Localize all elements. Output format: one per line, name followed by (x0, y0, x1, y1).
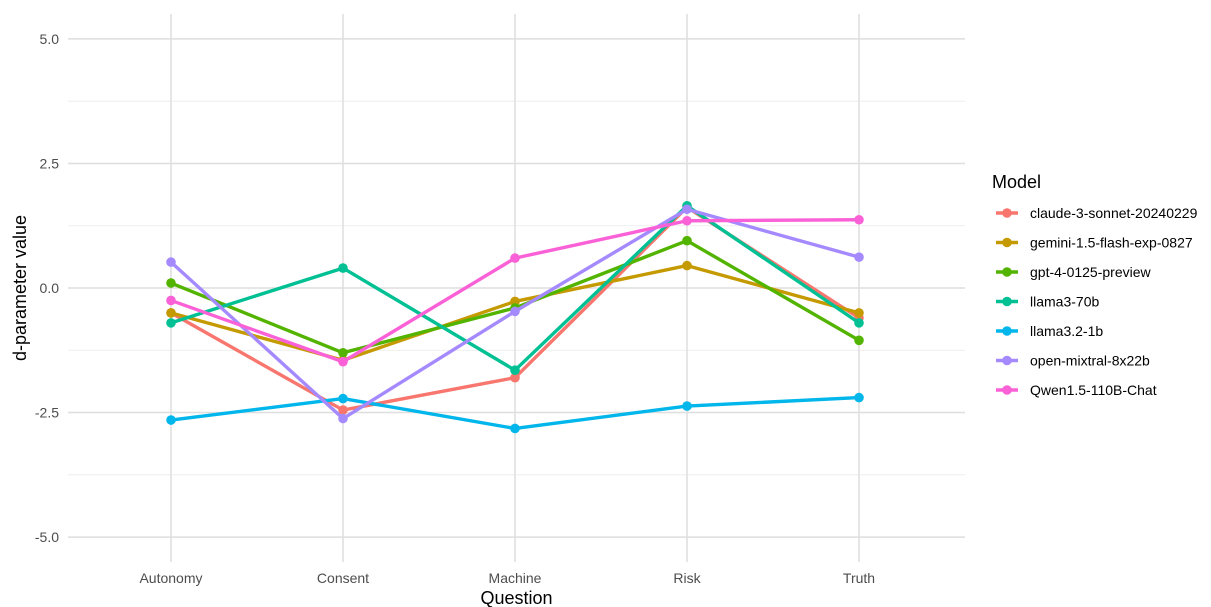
y-tick-label: 5.0 (40, 31, 60, 47)
data-point (166, 318, 176, 328)
legend-label: Qwen1.5-110B-Chat (1030, 382, 1157, 398)
data-point (682, 204, 692, 215)
y-tick-label: 0.0 (40, 280, 60, 296)
data-point (338, 405, 348, 415)
data-point (854, 308, 864, 318)
data-point (338, 356, 348, 367)
data-point (854, 335, 864, 346)
data-point (854, 252, 864, 262)
legend-key-point (1002, 385, 1012, 395)
x-tick-label: Risk (673, 570, 701, 586)
x-tick-label: Machine (489, 570, 542, 586)
data-point (166, 295, 176, 306)
legend-item: llama3.2-1b (996, 323, 1103, 339)
x-tick-label: Consent (317, 570, 369, 586)
legend-label: gpt-4-0125-preview (1030, 264, 1152, 280)
y-axis-title: d-parameter value (10, 215, 30, 361)
axes: -5.0 -2.5 0.0 2.5 5.0 Autonomy Consent Machine R… (10, 31, 875, 607)
x-axis-title: Question (480, 588, 552, 607)
data-point (682, 401, 692, 411)
legend-key-point (1002, 296, 1012, 307)
series-open-mixtral-8x22b (166, 204, 864, 424)
data-point (682, 235, 692, 246)
series-llama3-2-1b (166, 392, 864, 434)
legend-title: Model (992, 172, 1041, 192)
series-group (166, 201, 864, 434)
data-point (682, 260, 692, 271)
data-point (510, 253, 520, 263)
series-qwen1-5-110b-chat (166, 214, 864, 367)
legend: Model claude-3-sonnet-20240229 gemini-1.5-… (992, 172, 1198, 398)
grid (68, 14, 965, 562)
legend-key-point (1002, 267, 1012, 277)
data-point (338, 347, 348, 358)
legend-item: open-mixtral-8x22b (996, 353, 1150, 369)
data-point (338, 263, 348, 273)
y-tick-label: -2.5 (35, 405, 59, 421)
data-point (854, 392, 864, 403)
legend-item: Qwen1.5-110B-Chat (996, 382, 1157, 398)
legend-label: gemini-1.5-flash-exp-0827 (1030, 235, 1193, 251)
legend-label: llama3.2-1b (1030, 323, 1103, 339)
legend-item: claude-3-sonnet-20240229 (996, 205, 1198, 221)
data-point (510, 372, 520, 383)
x-tick-label: Truth (843, 570, 875, 586)
data-point (510, 306, 520, 317)
legend-item: gemini-1.5-flash-exp-0827 (996, 235, 1193, 251)
data-point (166, 257, 176, 267)
x-tick-label: Autonomy (139, 570, 202, 586)
legend-label: llama3-70b (1030, 294, 1099, 310)
data-point (338, 393, 348, 404)
legend-label: open-mixtral-8x22b (1030, 353, 1150, 369)
data-point (166, 415, 176, 425)
legend-key-point (1002, 326, 1012, 336)
legend-key-point (1002, 237, 1012, 248)
y-tick-label: 2.5 (40, 155, 60, 171)
legend-item: gpt-4-0125-preview (996, 264, 1152, 280)
y-tick-label: -5.0 (35, 529, 59, 545)
legend-label: claude-3-sonnet-20240229 (1030, 205, 1198, 221)
data-point (166, 278, 176, 288)
legend-key-point (1002, 355, 1012, 366)
data-point (166, 308, 176, 318)
data-point (854, 318, 864, 328)
data-point (510, 365, 520, 376)
data-point (854, 214, 864, 225)
data-point (682, 215, 692, 226)
legend-key-point (1002, 208, 1012, 218)
data-point (510, 423, 520, 434)
legend-item: llama3-70b (996, 294, 1099, 310)
data-point (338, 413, 348, 424)
